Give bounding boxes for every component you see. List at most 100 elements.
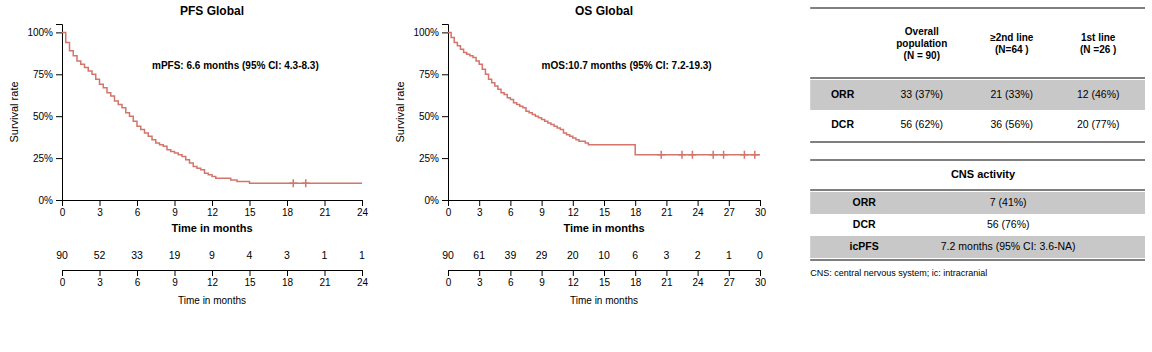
tick: 75%: [419, 69, 448, 80]
tick: 27: [724, 270, 736, 288]
tick-mark: [698, 200, 699, 206]
tick-mark: [56, 158, 62, 159]
tick-mark: [573, 200, 574, 206]
at-risk-count: 2: [695, 249, 701, 261]
tick-mark: [287, 270, 288, 276]
table-rule: [810, 78, 1145, 79]
tick: 18: [630, 200, 642, 218]
risk-x-axis-title: Time in months: [570, 295, 638, 306]
y-axis: 0%25%50%75%100%: [413, 25, 448, 206]
row-band: [810, 236, 1145, 258]
tick-mark: [729, 270, 730, 276]
axis-line: [63, 271, 363, 277]
table-title: CNS activity: [951, 168, 1016, 180]
tick-label: 75%: [33, 69, 53, 80]
tick-label: 30: [755, 207, 767, 218]
tick: 9: [172, 270, 178, 288]
tick: 3: [97, 270, 103, 288]
annotation: mOS:10.7 months (95% CI: 7.2-19.3): [542, 60, 712, 71]
table-cell: 12 (46%): [1077, 88, 1120, 100]
tick-label: 12: [207, 277, 219, 288]
row-band: [810, 110, 1145, 140]
tick: 6: [135, 270, 141, 288]
censor-mark: [751, 151, 759, 159]
at-risk-count: 61: [473, 249, 485, 261]
tick-mark: [325, 200, 326, 206]
tick: 0: [60, 270, 66, 288]
at-risk-count: 9: [209, 249, 215, 261]
tick-label: 12: [568, 207, 580, 218]
risk-x-axis: 036912151821242730: [446, 270, 767, 288]
x-axis: 036912151821242730: [446, 200, 767, 218]
x-axis: 03691215182124: [60, 200, 369, 218]
tick: 24: [693, 200, 705, 218]
tick-label: 12: [207, 207, 219, 218]
tick-mark: [100, 200, 101, 206]
table-cell: 21 (33%): [990, 88, 1033, 100]
tick-label: 9: [172, 277, 178, 288]
risk-x-axis-title: Time in months: [178, 295, 246, 306]
table-cell: 7 (41%): [990, 196, 1027, 208]
tick: 3: [477, 270, 483, 288]
panel: 036912151821240%25%50%75%100%PFS GlobalT…: [8, 4, 368, 306]
tick-label: 9: [539, 207, 545, 218]
tick-label: 24: [693, 277, 705, 288]
tick-label: 0: [60, 207, 66, 218]
tick-mark: [362, 270, 363, 276]
tick: 6: [135, 200, 141, 218]
tick-mark: [510, 200, 511, 206]
marks: [62, 32, 362, 187]
tick: 75%: [33, 69, 62, 80]
tick-mark: [137, 200, 138, 206]
table-rule: [810, 159, 1145, 160]
tick-mark: [729, 200, 730, 206]
tick-mark: [442, 74, 448, 75]
tick-label: 3: [97, 277, 103, 288]
tick: 25%: [33, 153, 62, 164]
risk-table: 90613929201063210036912151821242730Time …: [442, 249, 766, 306]
at-risk-count: 33: [131, 249, 143, 261]
tick-mark: [542, 200, 543, 206]
tick-label: 0%: [425, 195, 440, 206]
censor-mark: [720, 151, 728, 159]
tick-label: 0%: [39, 195, 54, 206]
censor-mark: [289, 179, 297, 187]
tick-mark: [212, 270, 213, 276]
tick-label: 6: [508, 207, 514, 218]
tick-label: 18: [630, 277, 642, 288]
table-cell: 56 (62%): [900, 118, 943, 130]
table-rule: [810, 142, 1145, 143]
y-axis-title: Survival rate: [394, 81, 406, 142]
title: PFS Global: [180, 4, 244, 18]
y-axis-title: Survival rate: [8, 81, 20, 142]
table-cell: 33 (37%): [900, 88, 943, 100]
tick-label: 9: [172, 207, 178, 218]
tick-label: 21: [661, 207, 673, 218]
table-cell: 56 (76%): [987, 218, 1030, 230]
at-risk-count: 52: [94, 249, 106, 261]
tick: 15: [244, 200, 256, 218]
at-risk-count: 39: [505, 249, 517, 261]
tick-mark: [542, 270, 543, 276]
table-header: ≥2nd line(N=64 ): [990, 32, 1034, 55]
chart: 036912151821240%25%50%75%100%PFS GlobalT…: [0, 0, 1152, 352]
tick-mark: [604, 270, 605, 276]
at-risk-count: 0: [757, 249, 763, 261]
table-cell: 20 (77%): [1077, 118, 1120, 130]
tick-label: 9: [539, 277, 545, 288]
tick: 9: [172, 200, 178, 218]
censor-mark: [302, 179, 310, 187]
axis-line: [56, 25, 63, 201]
tick-label: 3: [97, 207, 103, 218]
at-risk-count: 1: [726, 249, 732, 261]
tick-label: 6: [135, 207, 141, 218]
at-risk-count: 29: [536, 249, 548, 261]
tick-mark: [442, 32, 448, 33]
tick-label: 0: [60, 277, 66, 288]
censor-mark: [688, 151, 696, 159]
tick-label: 18: [282, 207, 294, 218]
tick: 24: [357, 270, 369, 288]
tick-label: 100%: [27, 27, 53, 38]
tick: 9: [539, 270, 545, 288]
tick-label: 27: [724, 207, 736, 218]
